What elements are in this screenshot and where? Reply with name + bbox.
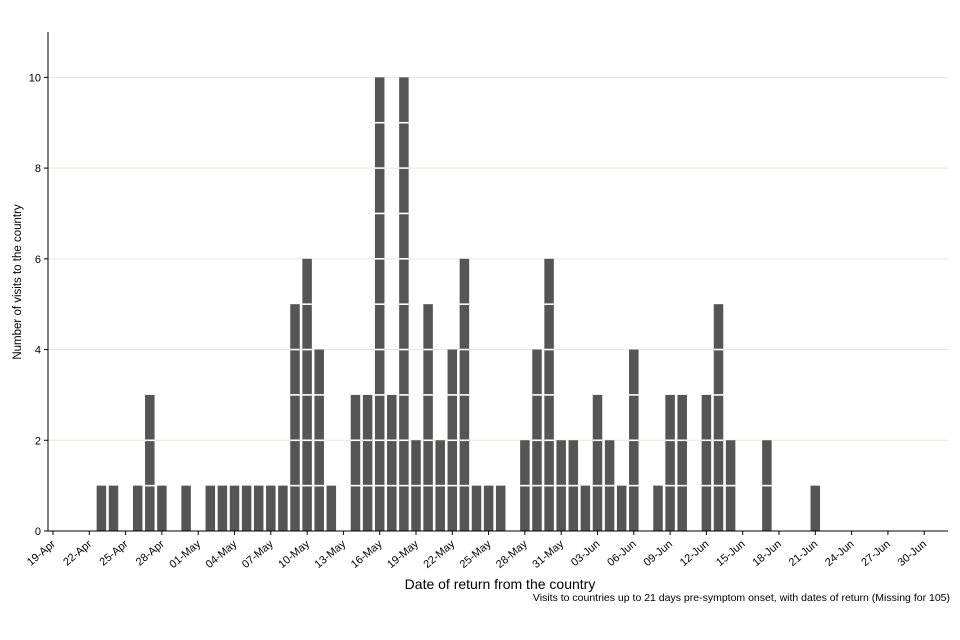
x-tick-label: 01-May bbox=[167, 538, 203, 571]
x-tick-label: 06-Jun bbox=[605, 538, 638, 569]
x-tick-label: 19-Apr bbox=[25, 538, 58, 569]
y-tick-label: 10 bbox=[29, 72, 41, 84]
x-tick-label: 19-May bbox=[385, 538, 421, 571]
x-tick-label: 16-May bbox=[349, 538, 385, 571]
bar-24-Apr bbox=[108, 485, 119, 531]
bar-30-Apr bbox=[181, 485, 191, 531]
bar-09-May bbox=[290, 304, 300, 531]
y-tick-label: 6 bbox=[35, 254, 41, 266]
gridlines bbox=[48, 76, 948, 441]
x-tick-label: 13-May bbox=[313, 538, 349, 571]
y-tick-labels: 0 2 4 6 8 10 bbox=[29, 72, 48, 538]
x-tick-label: 27-Jun bbox=[859, 538, 892, 569]
bar-02-May bbox=[205, 485, 216, 531]
x-tick-label: 18-Jun bbox=[750, 538, 783, 569]
x-tick-label: 22-May bbox=[421, 538, 457, 571]
bar-02-Jun bbox=[580, 485, 591, 531]
bar-13-Jun bbox=[713, 304, 724, 531]
y-tick-label: 2 bbox=[35, 435, 41, 447]
bars bbox=[96, 77, 821, 531]
x-axis-title: Date of return from the country bbox=[405, 576, 596, 592]
x-tick-label: 28-May bbox=[494, 538, 530, 571]
x-tick-label: 10-May bbox=[276, 538, 312, 571]
bar-26-Apr bbox=[132, 485, 143, 531]
bar-10-Jun bbox=[677, 394, 687, 531]
x-tick-label: 25-May bbox=[458, 538, 494, 571]
x-tick-label: 31-May bbox=[530, 538, 566, 571]
bar-15-May bbox=[362, 394, 373, 531]
y-tick-label: 0 bbox=[35, 526, 41, 538]
bar-25-May bbox=[483, 485, 494, 531]
axes bbox=[47, 32, 948, 532]
x-tick-label: 28-Apr bbox=[134, 538, 167, 569]
bar-12-May bbox=[326, 485, 337, 531]
bar-03-May bbox=[217, 485, 228, 531]
bar-08-Jun bbox=[653, 485, 663, 531]
bar-05-Jun bbox=[616, 485, 627, 531]
bar-07-May bbox=[266, 485, 276, 531]
bar-06-May bbox=[253, 485, 264, 531]
bar-03-Jun bbox=[592, 394, 603, 531]
bar-04-May bbox=[229, 485, 240, 531]
bar-05-May bbox=[241, 485, 252, 531]
x-tick-label: 22-Apr bbox=[61, 538, 94, 569]
chart-footnote: Visits to countries up to 21 days pre-sy… bbox=[532, 592, 950, 604]
bar-20-May bbox=[423, 304, 433, 531]
x-tick-labels: 19-Apr 22-Apr 25-Apr 28-Apr 01-May 04-May 07-M… bbox=[25, 531, 929, 571]
bar-24-May bbox=[471, 485, 482, 531]
bar-23-Apr bbox=[96, 485, 107, 531]
bar-26-May bbox=[495, 485, 506, 531]
x-tick-label: 25-Apr bbox=[98, 538, 131, 569]
bar-14-May bbox=[350, 394, 361, 531]
bar-12-Jun bbox=[701, 394, 712, 531]
bar-17-May bbox=[387, 394, 397, 531]
x-tick-label: 04-May bbox=[204, 538, 240, 571]
x-tick-label: 15-Jun bbox=[714, 538, 747, 569]
x-tick-label: 30-Jun bbox=[896, 538, 929, 569]
y-tick-label: 4 bbox=[35, 345, 41, 357]
x-tick-label: 21-Jun bbox=[787, 538, 820, 569]
bar-21-Jun bbox=[810, 485, 821, 531]
x-tick-label: 07-May bbox=[240, 538, 276, 571]
x-tick-label: 09-Jun bbox=[642, 538, 675, 569]
x-tick-label: 03-Jun bbox=[569, 538, 602, 569]
bar-27-Apr bbox=[145, 394, 155, 531]
bar-08-May bbox=[278, 485, 288, 531]
y-tick-label: 8 bbox=[35, 163, 41, 175]
bar-28-Apr bbox=[157, 485, 167, 531]
y-axis-title: Number of visits to the country bbox=[12, 204, 24, 360]
bar-09-Jun bbox=[665, 394, 675, 531]
x-tick-label: 24-Jun bbox=[823, 538, 856, 569]
x-tick-label: 12-Jun bbox=[678, 538, 711, 569]
